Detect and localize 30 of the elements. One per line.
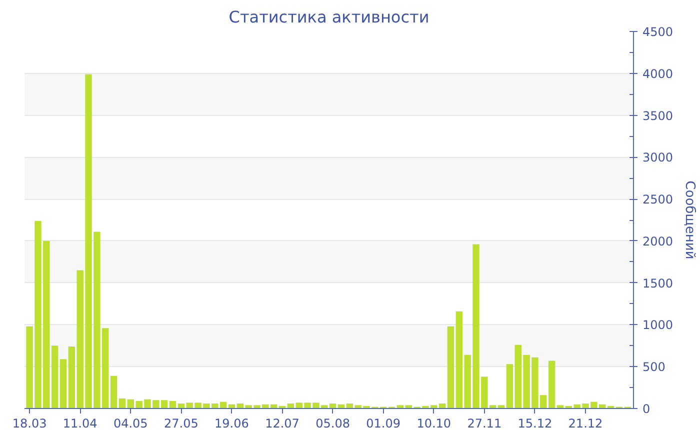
x-tick-label: 12.07 <box>265 416 300 430</box>
y-tick-label: 4500 <box>642 25 674 39</box>
bar <box>110 376 118 408</box>
y-tick-label: 1000 <box>642 318 674 332</box>
x-tick-label: 11.04 <box>62 416 98 430</box>
x-tick-label: 27.11 <box>467 416 502 430</box>
y-axis-title: Сообщений <box>682 180 698 260</box>
bar <box>548 360 556 408</box>
y-tick-label: 0 <box>642 402 650 416</box>
chart-title: Статистика активности <box>228 8 430 26</box>
x-tick-label: 18.03 <box>12 416 47 430</box>
x-tick-label: 21.12 <box>568 416 603 430</box>
x-tick-label: 04.05 <box>113 416 148 430</box>
y-tick-label: 4000 <box>642 66 674 81</box>
y-tick-label: 500 <box>642 360 666 374</box>
x-tick-label: 15.12 <box>518 416 552 430</box>
y-tick-label: 2000 <box>642 234 674 248</box>
x-tick-label: 19.06 <box>214 416 249 430</box>
y-tick-label: 1500 <box>642 276 674 290</box>
x-tick-label: 10.10 <box>416 416 452 430</box>
x-tick-label: 01.09 <box>366 416 401 430</box>
bar <box>60 359 67 408</box>
y-tick-label: 3000 <box>642 150 674 165</box>
bar <box>169 400 176 408</box>
x-tick-label: 05.08 <box>316 416 350 430</box>
bar <box>447 326 454 408</box>
x-tick-label: 27.05 <box>164 416 198 430</box>
bar <box>118 398 126 408</box>
y-tick-label: 2500 <box>642 192 674 207</box>
y-tick-label: 3500 <box>642 108 674 123</box>
